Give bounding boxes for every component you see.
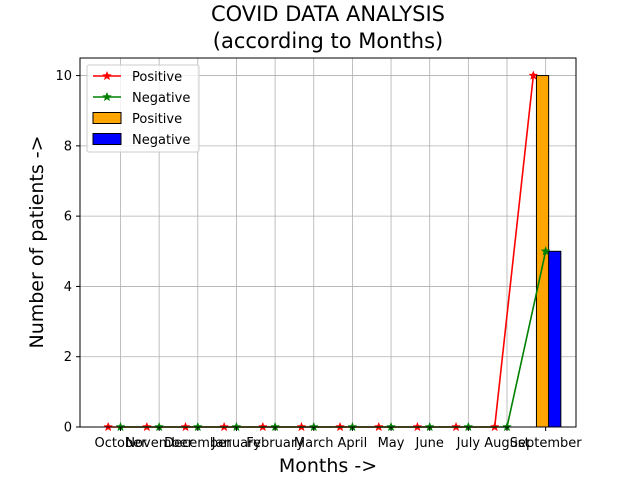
- legend-box: [86, 64, 200, 153]
- x-tick-label: June: [415, 436, 444, 451]
- y-tick-label: 6: [64, 210, 72, 225]
- x-tick-label: May: [378, 436, 405, 451]
- x-tick-label: September: [510, 436, 583, 451]
- y-tick-label: 0: [64, 421, 72, 436]
- bars: [535, 75, 562, 428]
- x-tick-label: December: [164, 436, 232, 451]
- legend-label: Positive: [132, 112, 182, 127]
- legend-star-marker: [102, 70, 112, 81]
- legend-label: Positive: [132, 70, 182, 85]
- x-tick-label: August: [484, 436, 530, 451]
- x-tick-label: February: [246, 436, 304, 451]
- legend-bar-swatch: [92, 133, 122, 145]
- x-tick-label: July: [456, 436, 481, 451]
- x-tick-label: October: [94, 436, 147, 451]
- y-tick-label: 10: [55, 69, 72, 84]
- line-point: [540, 246, 551, 256]
- line-point: [528, 70, 539, 80]
- x-axis-label: Months ->: [279, 455, 377, 477]
- y-tick-label: 2: [64, 350, 72, 365]
- x-tick-label: November: [125, 436, 193, 451]
- plot-frame: [79, 57, 577, 428]
- legend-label: Negative: [132, 91, 190, 106]
- legend-label: Negative: [132, 133, 190, 148]
- legend-bar-swatch: [92, 112, 122, 124]
- x-tick-label: March: [294, 436, 334, 451]
- y-tick-label: 8: [64, 139, 72, 154]
- chart-subtitle: (according to Months): [213, 29, 443, 53]
- series-line: [120, 251, 547, 428]
- x-tick-label: April: [338, 436, 368, 451]
- x-tick-label: January: [211, 436, 262, 451]
- legend: Positive Negative Positive Negative: [86, 64, 200, 153]
- legend-star-marker: [102, 91, 112, 102]
- ticks: 0 2 4 6 8 10 OctoberNovemberDecemberJanuaryFeb…: [55, 69, 582, 451]
- y-axis-label: Number of patients ->: [26, 135, 48, 348]
- chart-title: COVID DATA ANALYSIS: [211, 2, 445, 26]
- bar: [548, 250, 562, 428]
- y-tick-label: 4: [64, 280, 72, 295]
